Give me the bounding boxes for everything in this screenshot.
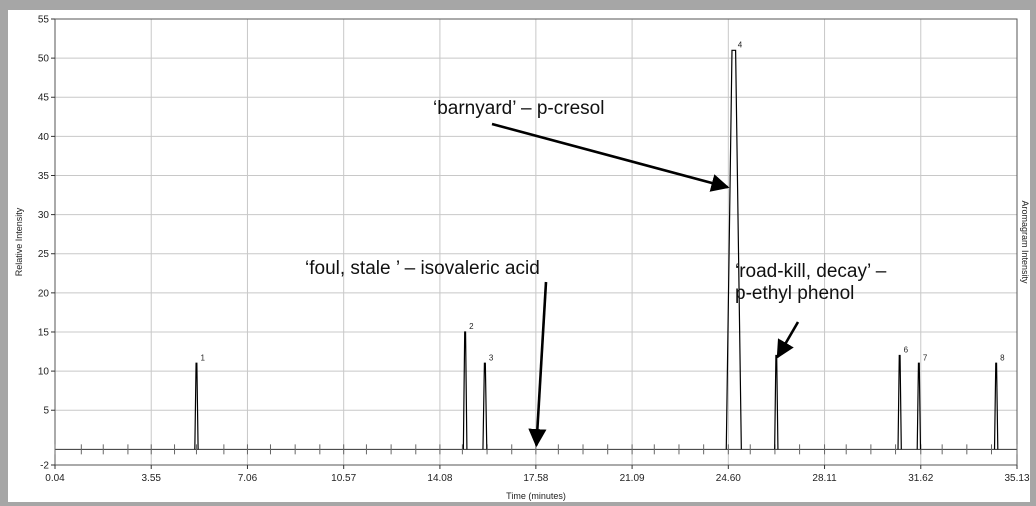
y-tick-label: 50	[38, 54, 50, 65]
peak-5	[774, 354, 779, 450]
annotations: ‘barnyard’ – p-cresol ‘foul, stale ’ – is…	[305, 98, 887, 448]
peak-7	[916, 362, 922, 450]
peak-6	[897, 354, 902, 450]
annotation-2: ‘foul, stale ’ – isovaleric acid	[305, 258, 540, 279]
y-tick-label: 10	[38, 367, 50, 378]
x-tick-label: 0.04	[45, 473, 65, 484]
peak-label-4: 4	[738, 40, 743, 49]
x-tick-label: 10.57	[331, 473, 356, 484]
y-tick-label: 15	[38, 327, 50, 338]
y-tick-label: 40	[38, 132, 50, 143]
annotation-arrow-2	[528, 281, 548, 448]
peak-label-3: 3	[489, 353, 494, 362]
annotation-arrow-3	[776, 321, 800, 359]
y-axis-label: Relative Intensity	[14, 207, 24, 276]
y-tick-label: 25	[38, 249, 50, 260]
x-tick-label: 31.62	[908, 473, 933, 484]
baseline	[54, 444, 1018, 455]
y-tick-label: 20	[38, 288, 50, 299]
right-axis-label: Aromagram Intensity	[1020, 200, 1030, 284]
x-tick-label: 14.08	[427, 473, 452, 484]
annotation-3-line: p-ethyl phenol	[735, 283, 854, 304]
x-tick-label: 21.09	[620, 473, 645, 484]
chromatogram-trace	[194, 49, 999, 450]
peak-label-6: 6	[904, 345, 909, 354]
peak-2	[462, 331, 468, 450]
y-tick-label: -2	[40, 461, 49, 472]
chart-panel	[8, 10, 1030, 502]
annotation-1: ‘barnyard’ – p-cresol	[433, 98, 604, 119]
peak-1	[194, 362, 199, 450]
x-tick-label: 35.13	[1004, 473, 1029, 484]
y-tick-label: 55	[38, 15, 50, 26]
annotation-1-line: ‘barnyard’ – p-cresol	[433, 98, 604, 119]
annotation-3-line: ‘road-kill, decay’ –	[735, 261, 887, 282]
peak-4	[725, 49, 742, 450]
x-tick-label: 17.58	[523, 473, 548, 484]
peak-3	[482, 362, 488, 450]
peak-label-1: 1	[200, 353, 205, 362]
peak-label-7: 7	[923, 353, 928, 362]
peak-8	[993, 362, 999, 450]
y-tick-label: 5	[43, 406, 49, 417]
x-axis-label: Time (minutes)	[506, 491, 566, 501]
x-tick-label: 3.55	[141, 473, 161, 484]
axis-ticks: 0.04 3.55 7.06 10.57 14.08 17.58 21.09 24.60 28.…	[38, 15, 1030, 485]
y-tick-label: 45	[38, 93, 50, 104]
x-tick-label: 28.11	[812, 473, 837, 484]
annotation-arrow-1	[491, 122, 730, 192]
x-tick-label: 24.60	[716, 473, 741, 484]
annotation-2-line: ‘foul, stale ’ – isovaleric acid	[305, 258, 540, 279]
annotation-3: ‘road-kill, decay’ – p-ethyl phenol	[735, 261, 887, 304]
y-tick-label: 30	[38, 210, 50, 221]
peak-label-8: 8	[1000, 353, 1005, 362]
peak-label-2: 2	[469, 322, 474, 331]
x-tick-label: 7.06	[238, 473, 258, 484]
y-tick-label: 35	[38, 171, 50, 182]
